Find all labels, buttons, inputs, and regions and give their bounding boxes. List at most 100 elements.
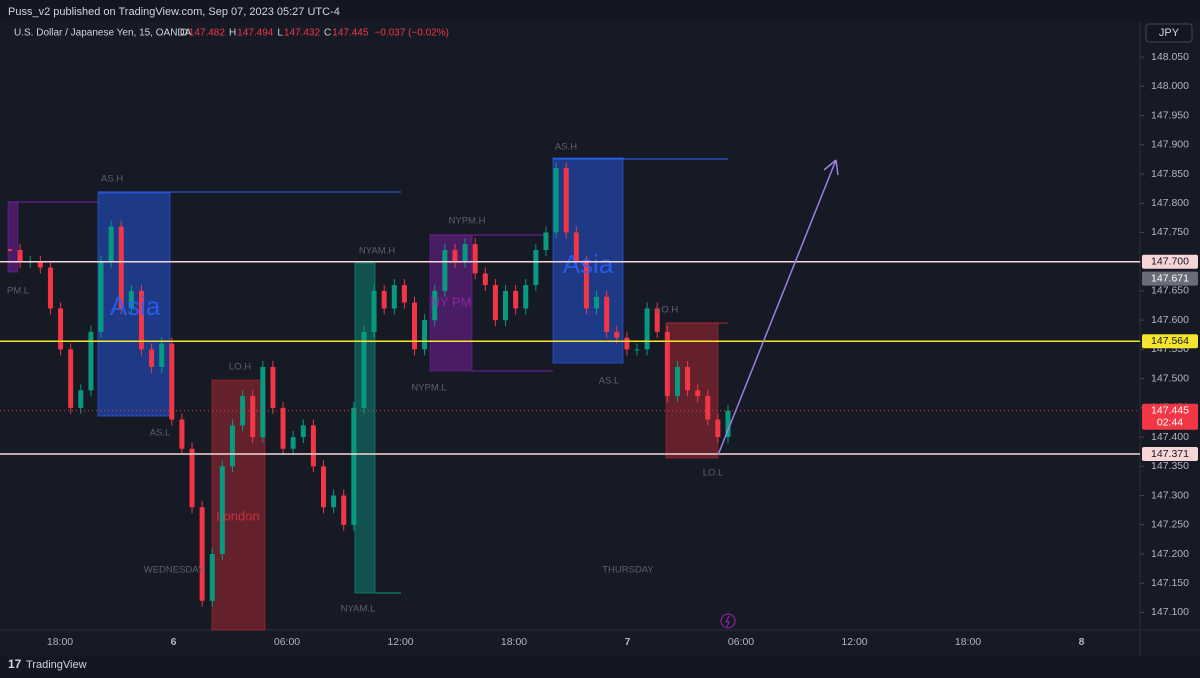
candle (523, 285, 529, 309)
candle (8, 249, 12, 251)
currency: JPY (1159, 27, 1180, 39)
candle (17, 250, 23, 262)
brand: TradingView (26, 659, 87, 671)
y-tick-label: 148.050 (1151, 51, 1189, 63)
level-tag (1142, 254, 1198, 269)
annotation: LO.H (229, 362, 251, 373)
event-bolt (725, 615, 730, 628)
annotation: THURSDAY (602, 565, 654, 576)
candle (118, 226, 124, 309)
level-label: 147.371 (1151, 448, 1189, 460)
candle (300, 425, 306, 438)
y-tick-label: 147.300 (1151, 489, 1189, 501)
candle (37, 261, 43, 268)
y-tick-label: 147.400 (1151, 431, 1189, 443)
candle (452, 250, 458, 262)
candle (391, 285, 397, 309)
candle (472, 244, 478, 274)
candle (149, 349, 155, 367)
candle (685, 366, 691, 391)
candle (422, 320, 428, 350)
logo: 17 (8, 657, 22, 671)
ohlc-key: C (324, 28, 331, 39)
x-tick-label: 8 (1079, 636, 1085, 648)
level-tag (1142, 447, 1198, 462)
annotation: WEDNESDAY (144, 565, 205, 576)
candle (634, 349, 640, 351)
candle (159, 343, 165, 367)
y-tick-label: 147.900 (1151, 139, 1189, 151)
x-tick-label: 12:00 (387, 636, 413, 648)
annotation: AS.L (599, 376, 620, 387)
annotation: LO.H (656, 305, 678, 316)
y-tick-label: 147.800 (1151, 197, 1189, 209)
candle (705, 396, 711, 420)
candle (250, 396, 256, 438)
candle (381, 290, 387, 309)
last-price-label: 147.445 (1151, 405, 1189, 417)
ohlc-value: 147.445 (332, 28, 369, 39)
candle (361, 331, 367, 408)
candle (553, 168, 559, 233)
y-tick-label: 147.200 (1151, 548, 1189, 560)
candle (341, 495, 347, 525)
x-tick-label: 18:00 (47, 636, 73, 648)
annotation: NYAM.H (359, 246, 395, 257)
currency-button[interactable] (1145, 23, 1193, 43)
level-label: 147.564 (1151, 335, 1189, 347)
candle (583, 261, 589, 309)
annotation: NYPM.L (411, 383, 446, 394)
candle (320, 466, 326, 508)
last-price-tag (1142, 403, 1198, 430)
annotation: LO.L (703, 468, 724, 479)
candle (78, 390, 84, 408)
y-tick-label: 147.650 (1151, 285, 1189, 297)
candle (624, 337, 630, 350)
annotation: AS.H (101, 174, 123, 185)
event-icon[interactable] (720, 613, 736, 629)
ohlc-key: H (229, 28, 236, 39)
level-tag (1142, 334, 1198, 349)
candle (401, 285, 407, 303)
ohlc-value: 147.432 (284, 28, 321, 39)
candle (270, 366, 276, 408)
y-tick-label: 147.100 (1151, 606, 1189, 618)
y-tick-label: 147.250 (1151, 519, 1189, 531)
candle (573, 232, 579, 262)
candle (432, 290, 438, 321)
projection-arrow (717, 159, 839, 456)
candle (371, 290, 377, 332)
y-tick-label: 147.150 (1151, 577, 1189, 589)
candle (533, 250, 539, 286)
ohlc-key: L (277, 28, 283, 39)
level-label: 147.700 (1151, 255, 1189, 267)
candle (68, 349, 74, 408)
candle (604, 296, 610, 332)
publisher: Puss_v2 published on TradingView.com, Se… (8, 6, 340, 18)
y-tick-label: 147.950 (1151, 109, 1189, 121)
ohlc-value: 147.482 (189, 28, 226, 39)
annotation: AS.L (150, 428, 171, 439)
candle (412, 302, 418, 350)
candle (98, 261, 104, 332)
candle (654, 308, 660, 332)
x-tick-label: 06:00 (728, 636, 754, 648)
symbol: U.S. Dollar / Japanese Yen, 15, OANDA (14, 28, 192, 39)
candle (47, 267, 53, 309)
x-tick-label: 18:00 (501, 636, 527, 648)
candle (219, 466, 225, 554)
annotation: PM.L (7, 286, 29, 297)
session-label: NY PM (431, 294, 472, 309)
candle (725, 410, 731, 438)
x-tick-label: 7 (625, 636, 631, 648)
candle (695, 390, 701, 397)
candle (664, 331, 670, 397)
candle (128, 290, 134, 309)
y-tick-label: 147.500 (1151, 372, 1189, 384)
candle (138, 290, 144, 350)
session-box (665, 322, 719, 459)
candle (108, 226, 114, 262)
annotation: NYPM.H (449, 216, 486, 227)
candle (290, 437, 296, 449)
